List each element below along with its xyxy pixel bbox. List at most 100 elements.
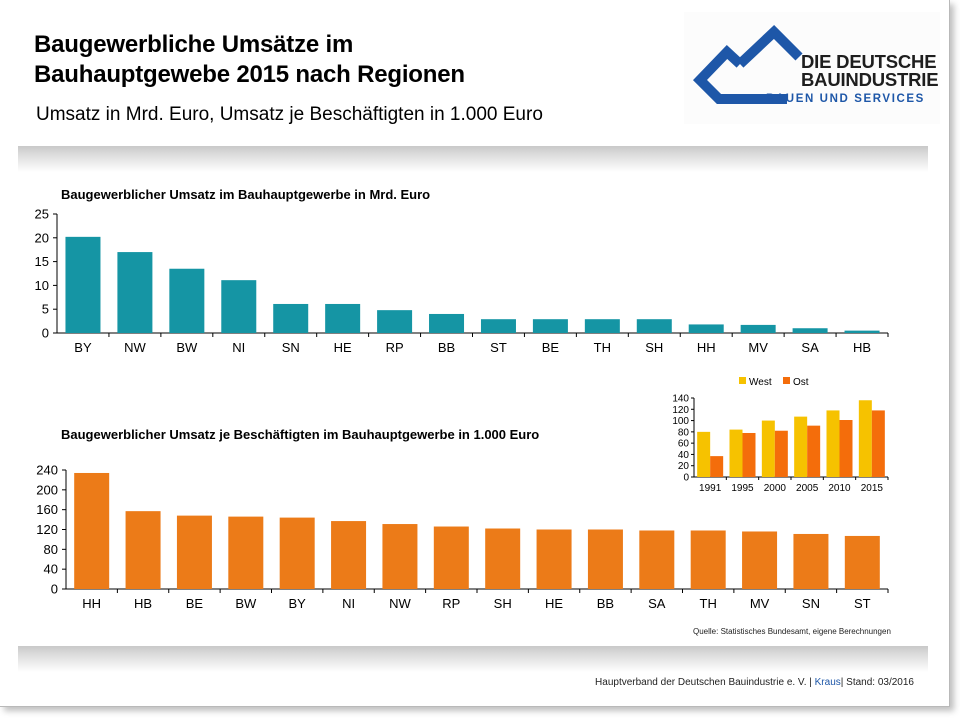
chart-3-x-tick-label: 2010 xyxy=(828,483,851,494)
chart-3-legend-swatch-ost xyxy=(783,377,790,384)
chart-1-x-tick-label: BW xyxy=(176,340,198,355)
footer-org: Hauptverband der Deutschen Bauindustrie … xyxy=(595,677,807,688)
footer-sep-1: | xyxy=(809,677,812,688)
chart-1-x-tick-label: HH xyxy=(697,340,716,355)
chart-3-y-tick-label: 20 xyxy=(678,461,690,472)
chart-3-bar-ost-2010 xyxy=(839,420,853,477)
chart-1-x-tick-label: HB xyxy=(853,340,871,355)
chart-2-bar-MV xyxy=(742,531,778,589)
chart-1-x-tick-label: MV xyxy=(748,340,768,355)
chart-3-x-tick-label: 1991 xyxy=(699,483,722,494)
chart-2-bar-BB xyxy=(587,529,623,589)
chart-3-bar-ost-2005 xyxy=(807,425,821,477)
chart-2-x-tick-label: BE xyxy=(186,596,204,611)
footer-author: Kraus xyxy=(814,677,841,688)
chart-2-bar-HB xyxy=(125,511,161,589)
chart-3-y-tick-label: 140 xyxy=(672,394,689,405)
chart-1-bar-NW xyxy=(117,252,153,333)
chart-3-x-tick-label: 2015 xyxy=(861,483,884,494)
chart-3-bar-west-2010 xyxy=(826,410,840,477)
chart-1-y-tick-label: 5 xyxy=(42,302,49,317)
page-title: Baugewerbliche Umsätze im Bauhauptgewebe… xyxy=(34,30,465,90)
chart-1-x-tick-label: ST xyxy=(490,340,507,355)
chart-3-y-tick-label: 100 xyxy=(672,416,689,427)
chart-2-bar-ST xyxy=(844,535,880,589)
chart-1-bar-HE xyxy=(325,303,361,333)
footer-divider-band xyxy=(18,646,928,672)
footer-sep-2: | xyxy=(840,677,844,688)
chart-1-x-tick-label: BY xyxy=(74,340,92,355)
source-note: Quelle: Statistisches Bundesamt, eigene … xyxy=(693,627,891,636)
chart-2-y-tick-label: 120 xyxy=(36,522,58,537)
chart-1-y-tick-label: 20 xyxy=(35,230,49,245)
chart-2-x-tick-label: HB xyxy=(134,596,152,611)
chart-3-bar-west-2000 xyxy=(761,420,775,477)
chart-2-y-tick-label: 40 xyxy=(44,562,58,577)
chart-3-legend-label-west: West xyxy=(749,377,772,388)
chart-2-bar-HH xyxy=(74,472,110,589)
chart-1-x-tick-label: HE xyxy=(334,340,352,355)
logo-line-3: BAUEN UND SERVICES xyxy=(766,93,925,105)
chart-1-x-tick-label: TH xyxy=(594,340,611,355)
title-line-1: Baugewerbliche Umsätze im xyxy=(34,31,354,58)
title-line-2: Bauhauptgewebe 2015 nach Regionen xyxy=(34,61,465,88)
chart-2-bar-SH xyxy=(485,528,521,589)
logo-line-2: BAUINDUSTRIE xyxy=(801,69,939,90)
chart-3-bar-ost-2000 xyxy=(774,430,788,477)
chart-1-bar-SH xyxy=(636,319,672,333)
chart-2-y-tick-label: 200 xyxy=(36,482,58,497)
chart-2-x-tick-label: HH xyxy=(82,596,101,611)
chart-2-y-tick-label: 80 xyxy=(44,542,58,557)
chart-1-bar-SN xyxy=(273,303,309,333)
chart-1-bar-BY xyxy=(65,236,101,333)
chart-1-x-tick-label: SA xyxy=(801,340,819,355)
chart-3-y-tick-label: 0 xyxy=(683,473,689,484)
chart-1-bar-SA xyxy=(792,328,828,333)
chart-2-x-tick-label: NW xyxy=(389,596,411,611)
chart-1-x-tick-label: SH xyxy=(645,340,663,355)
chart-2-x-tick-label: BW xyxy=(235,596,257,611)
chart-3-legend-label-ost: Ost xyxy=(793,377,809,388)
chart-1-x-tick-label: BE xyxy=(542,340,560,355)
chart-3-bar-west-2015 xyxy=(858,400,872,477)
header-divider-band xyxy=(18,146,928,172)
chart-2-x-tick-label: TH xyxy=(700,596,717,611)
chart-2-bar-TH xyxy=(690,530,726,589)
chart-2-y-tick-label: 160 xyxy=(36,502,58,517)
chart-2-bar-NI xyxy=(331,521,367,589)
page-subtitle: Umsatz in Mrd. Euro, Umsatz je Beschäfti… xyxy=(36,104,543,125)
chart-3-bar-ost-2015 xyxy=(871,410,885,477)
chart-2-bar-BY xyxy=(279,517,315,589)
chart-2-bar-SA xyxy=(639,530,675,589)
chart-1-x-tick-label: NW xyxy=(124,340,146,355)
logo-house-icon xyxy=(692,25,803,104)
chart-2-x-tick-label: HE xyxy=(545,596,563,611)
chart-3-x-tick-label: 2000 xyxy=(764,483,787,494)
chart-1-bar-NI xyxy=(221,280,257,333)
chart-3-y-tick-label: 40 xyxy=(678,450,690,461)
footer-date: Stand: 03/2016 xyxy=(846,677,914,688)
chart-2-bar-SN xyxy=(793,533,829,589)
chart-2-x-tick-label: MV xyxy=(750,596,770,611)
chart-1-y-tick-label: 25 xyxy=(35,207,49,222)
chart-1-bar-BE xyxy=(532,319,568,333)
chart-2-bar-NW xyxy=(382,524,418,589)
chart-1-bar-HB xyxy=(844,330,880,333)
chart-1-y-tick-label: 15 xyxy=(35,254,49,269)
chart-2-x-tick-label: RP xyxy=(442,596,460,611)
chart-2-x-tick-label: SH xyxy=(494,596,512,611)
chart-2-x-tick-label: SN xyxy=(802,596,820,611)
chart-2-x-tick-label: ST xyxy=(854,596,871,611)
chart-1-x-tick-label: BB xyxy=(438,340,455,355)
chart-2-y-tick-label: 240 xyxy=(36,463,58,478)
chart-3-y-tick-label: 80 xyxy=(678,427,690,438)
chart-3-bar-ost-1991 xyxy=(710,456,724,477)
chart-2-bar-HE xyxy=(536,529,572,589)
chart-1-bar-HH xyxy=(688,324,724,333)
chart-1-x-tick-label: NI xyxy=(232,340,245,355)
chart-3-bar-ost-1995 xyxy=(742,432,756,477)
company-logo: DIE DEUTSCHE BAUINDUSTRIE BAUEN UND SERV… xyxy=(684,12,940,124)
chart-3-y-tick-label: 60 xyxy=(678,439,690,450)
chart-3-x-tick-label: 1995 xyxy=(731,483,754,494)
chart-1-bar-BB xyxy=(429,313,465,333)
